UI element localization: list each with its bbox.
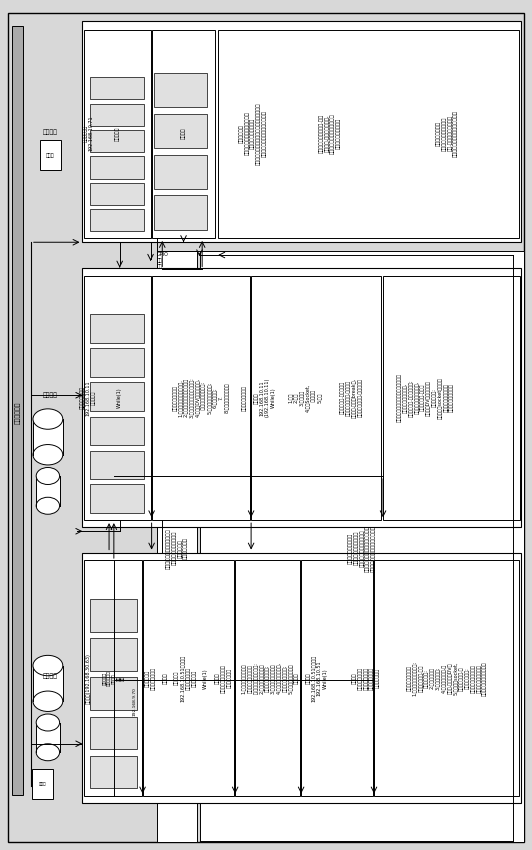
Text: While(1): While(1) xyxy=(117,388,122,408)
Text: 采集程序(192.168.30.63): 采集程序(192.168.30.63) xyxy=(85,653,90,704)
Text: 存储数据处理程序
192.168.10.11
中转计算机: 存储数据处理程序 192.168.10.11 中转计算机 xyxy=(79,380,96,416)
Text: 采集器: 采集器 xyxy=(39,782,46,786)
Bar xyxy=(90,156,144,178)
Bar xyxy=(90,130,144,152)
Ellipse shape xyxy=(36,497,60,514)
Bar xyxy=(90,183,144,205)
Text: 初始化阶段设置并进行初始化
初始化分辨率和帧率以及
设置控制参数
初始化参数设置: 初始化阶段设置并进行初始化 初始化分辨率和帧率以及 设置控制参数 初始化参数设置 xyxy=(165,528,188,569)
Text: 采集计算机
宽带采集程序
采集程序
采集
通信: 采集计算机 宽带采集程序 采集程序 采集 通信 xyxy=(103,671,125,686)
Bar xyxy=(90,450,144,479)
Bar xyxy=(82,552,521,803)
Bar xyxy=(90,638,137,671)
Text: 192.168.9.70: 192.168.9.70 xyxy=(132,687,137,716)
Text: 万兆以太网机: 万兆以太网机 xyxy=(15,401,20,423)
Text: 完成数据处理,存储到队列
并根据规定处理后,报告处理
完成结果,当对应break后,
再次接收处理数据,然后下一个: 完成数据处理,存储到队列 并根据规定处理后,报告处理 完成结果,当对应break… xyxy=(340,377,362,418)
Ellipse shape xyxy=(33,691,63,711)
Text: 存储数据处理客户端
1.通过套接字接收数据处理,
2.将数据存储到对应文件中；
3.将数据写入文件（写文件）;
4.将对应DV文件进行储存,
   并通知到下一: 存储数据处理客户端 1.通过套接字接收数据处理, 2.将数据存储到对应文件中； … xyxy=(172,377,230,418)
Bar xyxy=(90,348,144,377)
Bar xyxy=(12,26,23,795)
Bar xyxy=(301,560,373,796)
Bar xyxy=(90,756,137,788)
Text: 摄像机: 摄像机 xyxy=(46,153,55,157)
Bar xyxy=(90,416,144,445)
Text: GPIO
状态
数据: GPIO 状态 数据 xyxy=(156,252,168,269)
Bar xyxy=(32,769,53,799)
Text: 中转计算机: 中转计算机 xyxy=(114,127,120,140)
Bar xyxy=(33,666,63,701)
Bar xyxy=(157,251,197,842)
Text: 显示单元: 显示单元 xyxy=(181,128,186,139)
Text: 1.在通过数据处理程序
分析对应数据包进行处
理,并将接收数据包存储;
2.在获取到到处理后到
发送对应的到下一个;
3.将数据读取进行处理
4.将数据根据对应: 1.在通过数据处理程序 分析对应数据包进行处 理,并将接收数据包存储; 2.在获… xyxy=(242,662,293,694)
Text: 显示节点: 显示节点 xyxy=(43,129,58,134)
Bar xyxy=(251,276,381,520)
Bar xyxy=(90,599,137,632)
Text: 储存节点: 储存节点 xyxy=(43,393,58,398)
Bar xyxy=(374,560,519,796)
Ellipse shape xyxy=(33,409,63,429)
Bar xyxy=(218,30,519,238)
Text: 存储数据处理
服务端程序（十）

数据队列

处理计算机
192.168.10.51，开始后
测试程序均在处理
数据，信号量

While(1)

存储模块
深: 存储数据处理 服务端程序（十） 数据队列 处理计算机 192.168.10.51… xyxy=(145,654,231,702)
Bar xyxy=(82,268,521,527)
Ellipse shape xyxy=(36,468,60,484)
Text: 采集节点: 采集节点 xyxy=(43,673,58,678)
Bar xyxy=(84,560,142,796)
Bar xyxy=(154,73,207,107)
Bar xyxy=(90,209,144,231)
Text: 接收相机控制命令
成功显示后及时更新相关
参数,根据参数设置对应的
控制参数设置方式在主界面上显示: 接收相机控制命令 成功显示后及时更新相关 参数,根据参数设置对应的 控制参数设置… xyxy=(436,110,458,157)
Bar xyxy=(90,77,144,99)
Bar xyxy=(154,155,207,189)
Bar xyxy=(200,251,524,842)
Bar xyxy=(143,560,234,796)
Ellipse shape xyxy=(33,655,63,676)
Bar xyxy=(84,276,151,520)
Text: 存储数据（客文件）

数据处理
192.168.10.11
(192.168.10.11)
While(1)


1.开始
2.处理
3.写入文件
4.通知So: 存储数据（客文件） 数据处理 192.168.10.11 (192.168.10… xyxy=(242,378,322,417)
Bar xyxy=(36,722,60,752)
Bar xyxy=(84,30,151,238)
Bar xyxy=(90,717,137,749)
Bar xyxy=(235,560,300,796)
Ellipse shape xyxy=(36,714,60,731)
Bar xyxy=(154,114,207,148)
Bar xyxy=(90,314,144,343)
Text: 启动以进行解析，解析后设置变量参数
根据命令进行相关设置,
根据命令分析,接收进行处理;
接收到命令后根据处理后,
控制对应命令,后控制
根据对应DV的值控制后: 启动以进行解析，解析后设置变量参数 根据命令进行相关设置, 根据命令分析,接收进… xyxy=(397,373,454,422)
Bar xyxy=(40,140,61,170)
Text: 接收数据模块
192.168.10.71: 接收数据模块 192.168.10.71 xyxy=(82,116,93,151)
Bar xyxy=(82,21,521,242)
Ellipse shape xyxy=(36,744,60,761)
Text: 接收相机参数控制命令
可以根据命令对应执行，
可见光和红外分别设置参数
接收控制命令，将参数设置并更新
显示在主界面上，以利于描述输出: 接收相机参数控制命令 可以根据命令对应执行， 可见光和红外分别设置参数 接收控制… xyxy=(347,524,376,572)
Bar xyxy=(154,196,207,230)
Bar xyxy=(152,276,250,520)
Text: 接收相机数据控制命令,分析
对应命令,接收图像数据后,
完成图像数据处理并在主界面
上显示相关图像及参数: 接收相机数据控制命令,分析 对应命令,接收图像数据后, 完成图像数据处理并在主界… xyxy=(319,113,341,154)
Text: 存储模块

数据处理
192.168.10.51，开始后
192.168.10.51
While(1)




存储模块
完成数据处理存储
到内存分析并处理
数: 存储模块 数据处理 192.168.10.51，开始后 192.168.10.5… xyxy=(294,654,380,702)
Bar xyxy=(383,276,520,520)
Bar xyxy=(33,419,63,455)
Bar xyxy=(90,484,144,513)
Bar xyxy=(90,382,144,411)
Text: 处理框架程序（十）
1.初始化创建并对应数据;
接收到接收命令,接收
到收到的命令;
2.分析命令读取
3.通知处理发送;
4.通知分配后接收,解
析命令,根据: 处理框架程序（十） 1.初始化创建并对应数据; 接收到接收命令,接收 到收到的命… xyxy=(406,660,487,696)
Text: 显示控制模块
可见光和红外分别进行插值处理
图像控制命令发送模块
分析控制命令后获得控制参数，写入显示单元
显示单元控制执行命令并完成显示: 显示控制模块 可见光和红外分别进行插值处理 图像控制命令发送模块 分析控制命令后… xyxy=(238,102,267,165)
Bar xyxy=(36,476,60,506)
Bar xyxy=(152,30,215,238)
Ellipse shape xyxy=(33,445,63,465)
Bar xyxy=(90,677,137,710)
Bar xyxy=(90,104,144,126)
